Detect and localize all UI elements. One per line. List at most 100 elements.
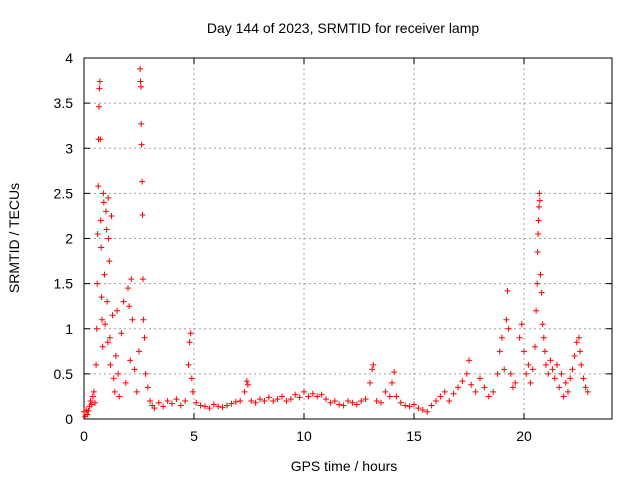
data-point (108, 212, 115, 219)
data-point (455, 384, 461, 391)
data-point (129, 316, 136, 323)
data-point (139, 178, 146, 185)
data-point (540, 334, 547, 341)
data-point (103, 226, 110, 233)
data-point (219, 404, 226, 411)
data-point (111, 388, 118, 395)
data-point (112, 352, 119, 359)
data-point (529, 366, 536, 373)
data-point (261, 397, 268, 404)
data-point (95, 103, 102, 110)
data-point (535, 217, 542, 224)
data-point (501, 366, 508, 373)
data-point (367, 379, 373, 386)
data-point (340, 402, 347, 409)
data-point (490, 388, 497, 395)
data-point (556, 384, 563, 391)
data-point (96, 85, 103, 92)
data-point (349, 399, 356, 406)
data-point (98, 294, 105, 301)
data-point (573, 339, 580, 346)
data-point (331, 397, 338, 404)
data-point (397, 399, 404, 406)
data-point (485, 393, 492, 400)
data-point (110, 375, 117, 382)
data-point (578, 361, 585, 368)
data-point (127, 357, 134, 364)
data-point (116, 393, 123, 400)
y-tick-label: 1 (65, 321, 73, 337)
data-point (494, 370, 501, 377)
data-point (125, 285, 131, 292)
data-point (96, 78, 103, 85)
data-point (105, 235, 112, 242)
y-tick-label: 2 (65, 231, 73, 247)
data-point (512, 379, 519, 386)
data-point (94, 230, 101, 237)
data-point (569, 366, 576, 373)
data-point (139, 212, 146, 219)
data-point (193, 399, 200, 406)
data-point (144, 384, 151, 391)
data-point (441, 388, 448, 395)
data-point (527, 379, 534, 386)
data-point (504, 287, 511, 294)
data-point (549, 366, 556, 373)
data-point (122, 379, 129, 386)
data-point (362, 396, 369, 403)
data-point (87, 397, 94, 404)
data-point (393, 393, 400, 400)
data-point (206, 405, 213, 412)
data-point (323, 396, 329, 403)
data-point (378, 399, 384, 406)
data-point (547, 357, 554, 364)
data-point (257, 396, 263, 403)
data-point (521, 348, 527, 355)
data-point (141, 334, 148, 341)
data-point (582, 384, 589, 391)
data-point (541, 348, 548, 355)
y-tick-label: 4 (65, 50, 73, 66)
data-point (516, 334, 523, 341)
data-point (85, 407, 92, 414)
data-point (534, 249, 541, 256)
data-point (197, 402, 204, 409)
data-point (155, 399, 162, 406)
data-point (104, 298, 111, 305)
data-point (370, 361, 377, 368)
data-point (525, 361, 532, 368)
x-tick-label: 0 (80, 428, 88, 444)
data-point (481, 384, 488, 391)
data-point (188, 375, 195, 382)
axis-ticks: 0 5 10 15 20 0 0.5 1 1.5 2 2.5 3 3.5 4 (54, 50, 612, 444)
data-point (189, 388, 196, 395)
data-point (309, 390, 316, 397)
y-tick-label: 3 (65, 140, 73, 156)
data-point (106, 334, 113, 341)
data-point (126, 303, 133, 310)
data-point (118, 330, 125, 337)
data-point (142, 370, 149, 377)
data-point (503, 316, 510, 323)
y-tick-label: 3.5 (54, 95, 74, 111)
data-point (472, 388, 479, 395)
data-point (106, 258, 113, 265)
data-point (507, 370, 514, 377)
data-point (406, 403, 413, 410)
data-point (88, 401, 95, 408)
data-point (463, 370, 470, 377)
plot-frame (83, 57, 613, 420)
data-point (131, 366, 138, 373)
data-point (177, 402, 184, 409)
data-point (419, 406, 426, 413)
data-point (450, 390, 457, 397)
data-point (186, 339, 193, 346)
data-point (169, 400, 175, 407)
data-point (535, 230, 542, 237)
data-point (466, 357, 472, 364)
data-point (92, 399, 98, 406)
data-point (428, 402, 435, 409)
data-point (327, 399, 334, 406)
data-point (301, 388, 307, 395)
